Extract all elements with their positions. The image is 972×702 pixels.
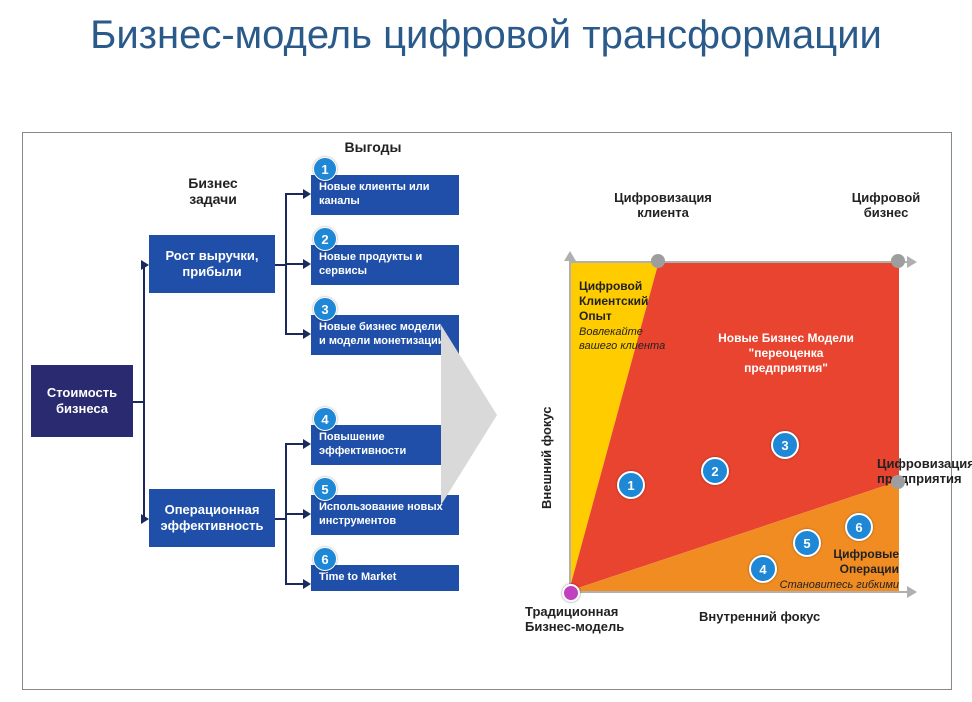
region-yellow-sub: Вовлекайте вашего клиента: [579, 326, 679, 354]
dot-top-right: [891, 254, 905, 268]
connector: [285, 583, 303, 585]
big-arrow: [441, 325, 497, 505]
arrowhead: [303, 189, 311, 199]
top-axis: [569, 261, 907, 263]
arrowhead: [303, 439, 311, 449]
axis-y-label: Внешний фокус: [539, 406, 554, 509]
benefit-circle-4: 4: [313, 407, 337, 431]
arrowhead: [303, 329, 311, 339]
root-box: Стоимость бизнеса: [31, 365, 133, 437]
benefit-circle-5: 5: [313, 477, 337, 501]
arrowhead: [303, 579, 311, 589]
benefit-circle-3: 3: [313, 297, 337, 321]
connector: [285, 333, 303, 335]
quad-point-6: 6: [845, 513, 873, 541]
benefit-box-3: Новые бизнес модели и модели монетизации: [311, 315, 459, 355]
task-box-0: Рост выручки, прибыли: [149, 235, 275, 293]
corner-top-right: Цифровой бизнес: [841, 191, 931, 221]
x-axis-arrow: [907, 586, 917, 598]
connector: [285, 513, 303, 515]
region-orange-title: Цифровые Операции: [833, 547, 899, 576]
dot-right-mid: [891, 475, 905, 489]
benefit-box-2: Новые продукты и сервисы: [311, 245, 459, 285]
benefit-circle-6: 6: [313, 547, 337, 571]
benefit-circle-2: 2: [313, 227, 337, 251]
quad-point-3: 3: [771, 431, 799, 459]
benefit-box-1: Новые клиенты или каналы: [311, 175, 459, 215]
connector: [275, 518, 285, 520]
benefit-box-6: Time to Market: [311, 565, 459, 591]
benefits-header: Выгоды: [333, 139, 413, 155]
corner-origin-label: Традиционная Бизнес-модель: [525, 605, 655, 635]
axis-x-label: Внутренний фокус: [699, 609, 820, 624]
quad-point-1: 1: [617, 471, 645, 499]
arrowhead: [303, 259, 311, 269]
quad-point-5: 5: [793, 529, 821, 557]
benefit-box-5: Использование новых инструментов: [311, 495, 459, 535]
quadrant: Внешний фокус Внутренний фокус Цифровиза…: [531, 221, 921, 601]
x-axis: [569, 591, 907, 593]
connector: [275, 264, 285, 266]
region-yellow-title: Цифровой Клиентский Опыт: [579, 279, 648, 323]
tasks-header: Бизнес задачи: [173, 175, 253, 207]
task-box-1: Операционная эффективность: [149, 489, 275, 547]
benefit-box-4: Повышение эффективности: [311, 425, 459, 465]
y-axis-arrow: [564, 251, 576, 261]
connector: [143, 264, 145, 518]
page-title: Бизнес-модель цифровой трансформации: [0, 0, 972, 64]
connector: [133, 401, 143, 403]
corner-top-left: Цифровизация клиента: [603, 191, 723, 221]
benefit-circle-1: 1: [313, 157, 337, 181]
connector: [285, 193, 303, 195]
connector: [285, 443, 303, 445]
y-axis: [569, 261, 571, 591]
arrowhead: [141, 514, 149, 524]
quad-point-2: 2: [701, 457, 729, 485]
quad-point-4: 4: [749, 555, 777, 583]
region-yellow-label: Цифровой Клиентский Опыт Вовлекайте ваше…: [579, 279, 679, 354]
dot-origin: [562, 584, 580, 602]
dot-top-left: [651, 254, 665, 268]
region-orange-label: Цифровые Операции Становитесь гибкими: [779, 547, 899, 593]
arrowhead: [303, 509, 311, 519]
arrowhead: [141, 260, 149, 270]
region-red-label: Новые Бизнес Модели "переоценка предприя…: [711, 331, 861, 376]
top-axis-arrow: [907, 256, 917, 268]
diagram-container: Бизнес задачи Выгоды Стоимость бизнеса Р…: [22, 132, 952, 690]
connector: [285, 263, 303, 265]
